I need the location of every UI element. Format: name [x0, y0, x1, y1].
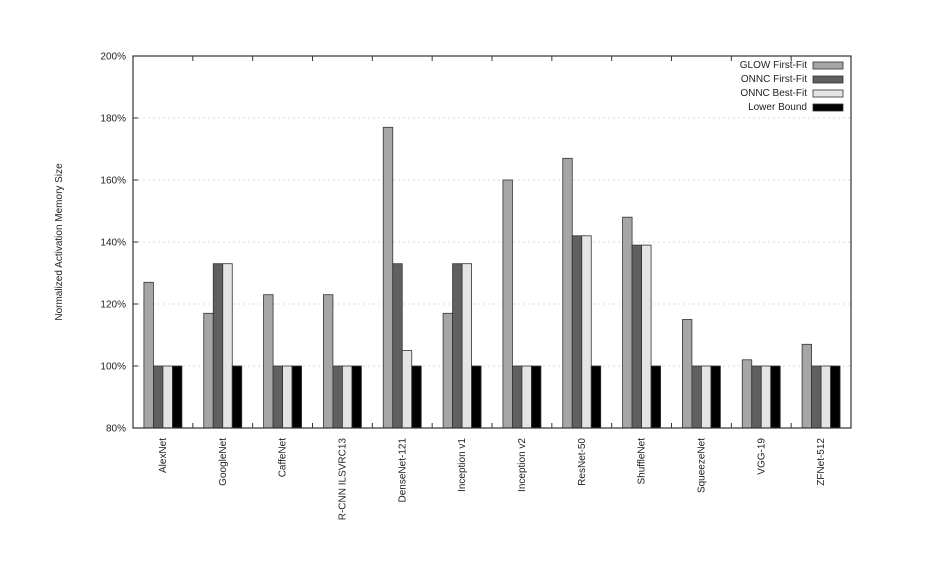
- bar-onnc-first-fit: [571, 235, 583, 429]
- bar-glow-first-fit: [442, 312, 453, 429]
- bar-onnc-first-fit: [751, 365, 762, 429]
- bar-lower-bound: [172, 365, 183, 429]
- bar-lower-bound: [830, 365, 841, 429]
- bar-onnc-first-fit: [452, 263, 463, 429]
- y-tick-label: 80%: [106, 424, 126, 435]
- x-category-label: VGG-19: [756, 438, 767, 475]
- bar-lower-bound: [231, 365, 243, 429]
- bar-lower-bound: [291, 365, 302, 429]
- legend-label: ONNC Best-Fit: [740, 88, 807, 99]
- bar-onnc-best-fit: [641, 244, 652, 429]
- bar-onnc-best-fit: [820, 365, 831, 429]
- bar-lower-bound: [650, 365, 661, 429]
- y-tick-label: 180%: [100, 114, 126, 125]
- legend: GLOW First-Fit ONNC First-Fit ONNC Best-Fi…: [740, 60, 844, 113]
- x-category-label: DenseNet-121: [397, 438, 408, 503]
- bar-lower-bound: [351, 365, 362, 429]
- x-category-label: ZFNet-512: [816, 438, 827, 486]
- bar-onnc-best-fit: [581, 235, 592, 429]
- bar-glow-first-fit: [203, 312, 214, 429]
- bar-glow-first-fit: [263, 294, 274, 429]
- legend-swatch: [812, 103, 844, 112]
- bar-onnc-best-fit: [282, 365, 293, 429]
- bar-onnc-best-fit: [521, 365, 532, 429]
- bar-glow-first-fit: [622, 216, 633, 429]
- bar-onnc-first-fit: [811, 365, 822, 429]
- bar-glow-first-fit: [741, 359, 753, 429]
- x-category-label: ShuffleNet: [637, 438, 648, 485]
- bar-onnc-best-fit: [461, 263, 472, 429]
- legend-swatch: [812, 61, 844, 70]
- y-axis-ticks: 80% 100% 120% 140% 160% 180% 200%: [100, 52, 138, 435]
- bar-lower-bound: [710, 365, 721, 429]
- bar-glow-first-fit: [382, 126, 394, 429]
- x-category-label: R-CNN ILSVRC13: [337, 438, 348, 521]
- bar-onnc-best-fit: [401, 350, 413, 429]
- bar-onnc-first-fit: [392, 263, 403, 429]
- x-category-label: AlexNet: [158, 438, 169, 473]
- bar-onnc-best-fit: [342, 365, 353, 429]
- y-tick-label: 120%: [100, 300, 126, 311]
- legend-swatch: [812, 89, 844, 98]
- x-category-label: Inception v2: [517, 438, 528, 492]
- bar-lower-bound: [471, 365, 482, 429]
- bar-glow-first-fit: [562, 157, 573, 429]
- y-axis-title: Normalized Activation Memory Size: [54, 163, 65, 321]
- x-category-label: CaffeNet: [278, 438, 289, 478]
- legend-label: ONNC First-Fit: [741, 74, 807, 85]
- bar-onnc-first-fit: [212, 263, 224, 429]
- legend-label: GLOW First-Fit: [740, 60, 807, 71]
- bar-onnc-first-fit: [512, 365, 523, 429]
- y-tick-label: 160%: [100, 176, 126, 187]
- x-category-label: GoogleNet: [218, 438, 229, 486]
- bar-glow-first-fit: [682, 319, 693, 429]
- bar-lower-bound: [770, 365, 781, 429]
- bar-onnc-first-fit: [153, 365, 164, 429]
- bar-lower-bound: [531, 365, 542, 429]
- bar-lower-bound: [590, 365, 602, 429]
- bar-onnc-first-fit: [691, 365, 702, 429]
- y-tick-label: 140%: [100, 238, 126, 249]
- bar-onnc-first-fit: [272, 365, 283, 429]
- bar-glow-first-fit: [502, 179, 513, 429]
- bar-onnc-best-fit: [162, 365, 173, 429]
- bar-onnc-first-fit: [332, 365, 343, 429]
- bar-onnc-best-fit: [701, 365, 712, 429]
- bar-lower-bound: [411, 365, 422, 429]
- bar-onnc-first-fit: [631, 244, 642, 429]
- legend-swatch: [812, 75, 844, 84]
- bar-glow-first-fit: [143, 281, 154, 429]
- x-category-label: Inception v1: [457, 438, 468, 492]
- x-category-label: SqueezeNet: [696, 438, 707, 493]
- x-category-label: ResNet-50: [577, 438, 588, 486]
- y-tick-label: 100%: [100, 362, 126, 373]
- bar-glow-first-fit: [323, 294, 334, 429]
- legend-label: Lower Bound: [748, 102, 807, 113]
- bar-onnc-best-fit: [222, 263, 233, 429]
- y-tick-label: 200%: [100, 52, 126, 63]
- bar-onnc-best-fit: [760, 365, 772, 429]
- bar-glow-first-fit: [801, 343, 812, 429]
- x-axis-labels: AlexNet GoogleNet CaffeNet R-CNN ILSVRC13 De…: [158, 56, 827, 520]
